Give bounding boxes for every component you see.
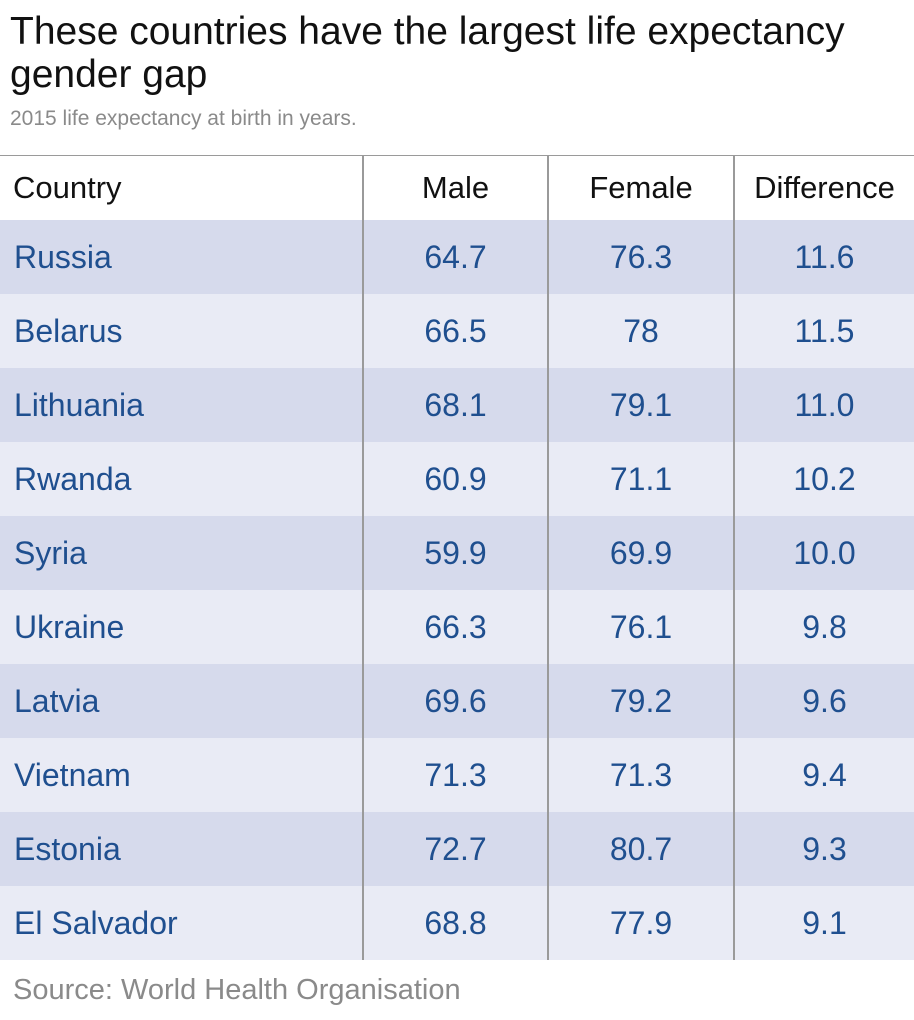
cell-male: 66.3 — [362, 590, 548, 664]
cell-male: 71.3 — [362, 738, 548, 812]
cell-female: 77.9 — [547, 886, 734, 960]
cell-country: Estonia — [0, 812, 363, 886]
cell-country: Rwanda — [0, 442, 363, 516]
table-row: Russia 64.7 76.3 11.6 — [0, 220, 914, 294]
cell-female: 71.3 — [547, 738, 734, 812]
data-table: Country Male Female Difference Russia 64.… — [0, 155, 914, 960]
cell-female: 79.2 — [547, 664, 734, 738]
table-row: Vietnam 71.3 71.3 9.4 — [0, 738, 914, 812]
cell-difference: 11.0 — [733, 368, 914, 442]
cell-country: Russia — [0, 220, 363, 294]
table-row: Belarus 66.5 78 11.5 — [0, 294, 914, 368]
cell-female: 79.1 — [547, 368, 734, 442]
cell-country: Lithuania — [0, 368, 363, 442]
table-row: Lithuania 68.1 79.1 11.0 — [0, 368, 914, 442]
table-row: Rwanda 60.9 71.1 10.2 — [0, 442, 914, 516]
cell-male: 68.1 — [362, 368, 548, 442]
cell-female: 71.1 — [547, 442, 734, 516]
cell-country: Belarus — [0, 294, 363, 368]
table-row: El Salvador 68.8 77.9 9.1 — [0, 886, 914, 960]
column-header-difference: Difference — [733, 155, 914, 220]
cell-male: 64.7 — [362, 220, 548, 294]
table-row: Syria 59.9 69.9 10.0 — [0, 516, 914, 590]
column-header-male: Male — [362, 155, 548, 220]
cell-female: 69.9 — [547, 516, 734, 590]
cell-country: Syria — [0, 516, 363, 590]
column-header-female: Female — [547, 155, 734, 220]
cell-difference: 9.1 — [733, 886, 914, 960]
cell-country: Vietnam — [0, 738, 363, 812]
cell-male: 60.9 — [362, 442, 548, 516]
source-note: Source: World Health Organisation — [13, 974, 461, 1006]
cell-male: 66.5 — [362, 294, 548, 368]
cell-female: 76.1 — [547, 590, 734, 664]
cell-country: El Salvador — [0, 886, 363, 960]
cell-female: 76.3 — [547, 220, 734, 294]
table-row: Estonia 72.7 80.7 9.3 — [0, 812, 914, 886]
cell-difference: 9.8 — [733, 590, 914, 664]
cell-male: 68.8 — [362, 886, 548, 960]
cell-difference: 10.2 — [733, 442, 914, 516]
cell-male: 72.7 — [362, 812, 548, 886]
table-row: Ukraine 66.3 76.1 9.8 — [0, 590, 914, 664]
cell-difference: 11.6 — [733, 220, 914, 294]
cell-country: Ukraine — [0, 590, 363, 664]
cell-male: 59.9 — [362, 516, 548, 590]
table-row: Latvia 69.6 79.2 9.6 — [0, 664, 914, 738]
cell-difference: 9.6 — [733, 664, 914, 738]
cell-female: 78 — [547, 294, 734, 368]
cell-difference: 10.0 — [733, 516, 914, 590]
data-table-container: Country Male Female Difference Russia 64.… — [0, 155, 914, 962]
column-header-country: Country — [0, 155, 363, 220]
chart-subtitle: 2015 life expectancy at birth in years. — [10, 107, 357, 130]
cell-male: 69.6 — [362, 664, 548, 738]
table-body: Russia 64.7 76.3 11.6 Belarus 66.5 78 11.5 Lithu… — [0, 220, 914, 960]
cell-difference: 11.5 — [733, 294, 914, 368]
cell-difference: 9.4 — [733, 738, 914, 812]
cell-female: 80.7 — [547, 812, 734, 886]
cell-country: Latvia — [0, 664, 363, 738]
chart-title: These countries have the largest life ex… — [10, 10, 845, 96]
cell-difference: 9.3 — [733, 812, 914, 886]
table-header-row: Country Male Female Difference — [0, 155, 914, 220]
